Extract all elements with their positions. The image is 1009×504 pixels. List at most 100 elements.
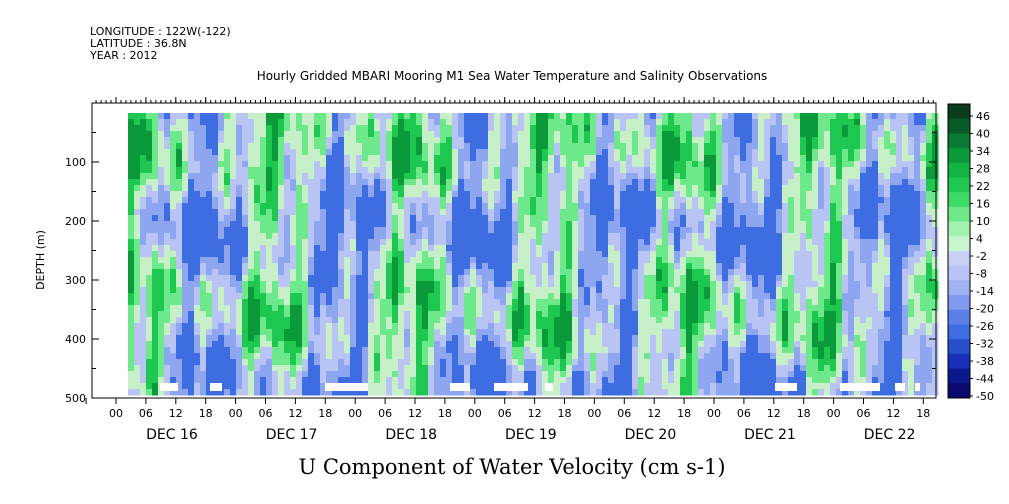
heatmap-cell	[362, 365, 369, 372]
heatmap-cell	[422, 185, 429, 192]
heatmap-cell	[392, 131, 399, 138]
heatmap-cell	[284, 119, 291, 126]
heatmap-cell	[566, 341, 573, 348]
heatmap-cell	[320, 365, 327, 372]
heatmap-cell	[128, 257, 135, 264]
heatmap-cell	[518, 125, 525, 132]
heatmap-cell	[374, 317, 381, 324]
heatmap-cell	[368, 341, 375, 348]
heatmap-cell	[206, 233, 213, 240]
heatmap-cell	[254, 173, 261, 180]
heatmap-cell	[416, 323, 423, 330]
heatmap-cell	[530, 305, 537, 312]
heatmap-cell	[464, 113, 471, 120]
heatmap-cell	[398, 125, 405, 132]
heatmap-cell	[476, 221, 483, 228]
heatmap-cell	[278, 335, 285, 342]
heatmap-cell	[230, 383, 237, 390]
heatmap-cell	[674, 377, 681, 384]
heatmap-cell	[452, 137, 459, 144]
heatmap-cell	[326, 281, 333, 288]
heatmap-cell	[440, 209, 447, 216]
heatmap-cell	[428, 155, 435, 162]
heatmap-cell	[356, 263, 363, 270]
heatmap-cell	[740, 227, 747, 234]
heatmap-cell	[728, 203, 735, 210]
heatmap-cell	[740, 383, 747, 390]
heatmap-cell	[572, 251, 579, 258]
heatmap-cell	[728, 341, 735, 348]
heatmap-cell	[248, 149, 255, 156]
heatmap-cell	[350, 161, 357, 168]
heatmap-cell	[434, 257, 441, 264]
heatmap-cell	[236, 347, 243, 354]
heatmap-cell	[542, 119, 549, 126]
heatmap-cell	[386, 113, 393, 120]
heatmap-cell	[236, 335, 243, 342]
heatmap-cell	[266, 263, 273, 270]
heatmap-cell	[152, 137, 159, 144]
heatmap-cell	[644, 197, 651, 204]
heatmap-cell	[368, 113, 375, 120]
heatmap-cell	[242, 227, 249, 234]
heatmap-cell	[296, 227, 303, 234]
heatmap-cell	[308, 371, 315, 378]
heatmap-cell	[500, 305, 507, 312]
heatmap-cell	[542, 347, 549, 354]
heatmap-cell	[596, 269, 603, 276]
heatmap-cell	[524, 275, 531, 282]
heatmap-cell	[674, 359, 681, 366]
heatmap-cell	[170, 173, 177, 180]
heatmap-cell	[638, 287, 645, 294]
heatmap-cell	[518, 245, 525, 252]
heatmap-cell	[254, 125, 261, 132]
heatmap-cell	[242, 371, 249, 378]
heatmap-cell	[728, 245, 735, 252]
heatmap-cell	[284, 293, 291, 300]
heatmap-cell	[764, 155, 771, 162]
heatmap-cell	[506, 389, 513, 396]
heatmap-cell	[272, 203, 279, 210]
heatmap-cell	[458, 281, 465, 288]
heatmap-cell	[146, 371, 153, 378]
heatmap-cell	[218, 191, 225, 198]
heatmap-cell	[440, 221, 447, 228]
heatmap-cell	[356, 317, 363, 324]
heatmap-cell	[290, 137, 297, 144]
heatmap-cell	[302, 119, 309, 126]
heatmap-cell	[458, 371, 465, 378]
heatmap-cell	[458, 335, 465, 342]
heatmap-cell	[380, 359, 387, 366]
heatmap-cell	[686, 233, 693, 240]
heatmap-cell	[374, 197, 381, 204]
heatmap-cell	[554, 287, 561, 294]
heatmap-cell	[668, 149, 675, 156]
heatmap-cell	[134, 179, 141, 186]
heatmap-cell	[668, 293, 675, 300]
heatmap-cell	[266, 125, 273, 132]
heatmap-cell	[530, 323, 537, 330]
heatmap-cell	[650, 311, 657, 318]
heatmap-cell	[692, 269, 699, 276]
heatmap-cell	[500, 125, 507, 132]
heatmap-cell	[278, 197, 285, 204]
heatmap-cell	[530, 263, 537, 270]
heatmap-cell	[302, 335, 309, 342]
heatmap-cell	[452, 329, 459, 336]
heatmap-cell	[254, 329, 261, 336]
heatmap-cell	[260, 377, 267, 384]
heatmap-cell	[218, 245, 225, 252]
heatmap-cell	[758, 389, 765, 396]
heatmap-cell	[242, 185, 249, 192]
heatmap-cell	[386, 275, 393, 282]
heatmap-cell	[506, 227, 513, 234]
heatmap-cell	[410, 305, 417, 312]
heatmap-cell	[644, 137, 651, 144]
heatmap-cell	[368, 119, 375, 126]
heatmap-cell	[512, 245, 519, 252]
heatmap-cell	[656, 143, 663, 150]
heatmap-cell	[236, 323, 243, 330]
heatmap-cell	[680, 167, 687, 174]
heatmap-cell	[686, 191, 693, 198]
heatmap-cell	[134, 347, 141, 354]
